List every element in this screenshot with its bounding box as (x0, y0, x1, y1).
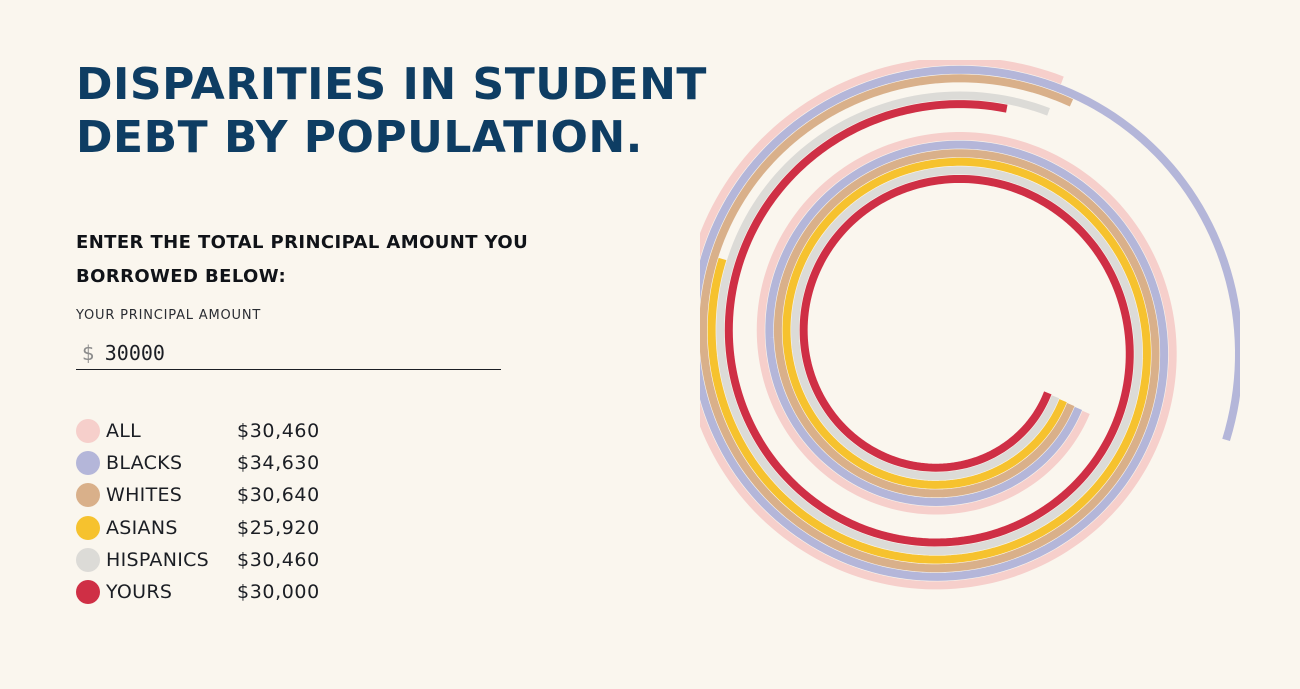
spiral-series-whites (700, 74, 1160, 573)
legend-value: $25,920 (237, 516, 320, 539)
legend-item-whites: WHITES $30,640 (76, 479, 320, 511)
legend-label: BLACKS (106, 452, 183, 475)
legend-value: $30,640 (237, 484, 320, 507)
legend-label: WHITES (106, 484, 183, 507)
title-line-1: DISPARITIES IN STUDENT (76, 59, 707, 110)
legend-dot-icon (76, 547, 100, 572)
spiral-series-asians (707, 157, 1151, 564)
legend-dot-icon (76, 483, 100, 508)
principal-input-label: YOUR PRINCIPAL AMOUNT (76, 308, 262, 323)
legend-item-hispanics: HISPANICS $30,460 (76, 544, 320, 576)
legend-dot-icon (76, 419, 100, 444)
legend-dot-icon (76, 515, 100, 540)
principal-amount-input[interactable] (104, 340, 465, 365)
legend-value: $30,000 (237, 581, 320, 604)
legend-value: $34,630 (237, 452, 320, 475)
spiral-series-hispanics (716, 91, 1143, 556)
legend-label: HISPANICS (106, 548, 210, 571)
spiral-series-all (700, 60, 1177, 590)
principal-input-container[interactable]: $ (76, 336, 501, 370)
legend-dot-icon (76, 580, 100, 605)
legend-label: ALL (106, 420, 142, 443)
legend-value: $30,460 (237, 420, 320, 443)
debt-spiral-chart (700, 60, 1240, 590)
legend-value: $30,460 (237, 548, 320, 571)
spiral-series-yours (724, 100, 1134, 547)
legend-item-all: ALL $30,460 (76, 415, 320, 447)
legend-label: ASIANS (106, 516, 178, 539)
legend-item-asians: ASIANS $25,920 (76, 512, 320, 544)
legend: ALL $30,460 BLACKS $34,630 WHITES $30,64… (76, 415, 320, 608)
legend-dot-icon (76, 451, 100, 476)
spiral-series-blacks (700, 65, 1240, 581)
legend-item-blacks: BLACKS $34,630 (76, 447, 320, 479)
instruction-text: ENTER THE TOTAL PRINCIPAL AMOUNT YOU BOR… (76, 232, 529, 287)
dollar-sign-icon: $ (82, 340, 95, 365)
page-title: DISPARITIES IN STUDENT DEBT BY POPULATIO… (76, 58, 707, 164)
legend-label: YOURS (106, 581, 173, 604)
legend-item-yours: YOURS $30,000 (76, 576, 320, 608)
title-line-2: DEBT BY POPULATION. (76, 112, 643, 163)
